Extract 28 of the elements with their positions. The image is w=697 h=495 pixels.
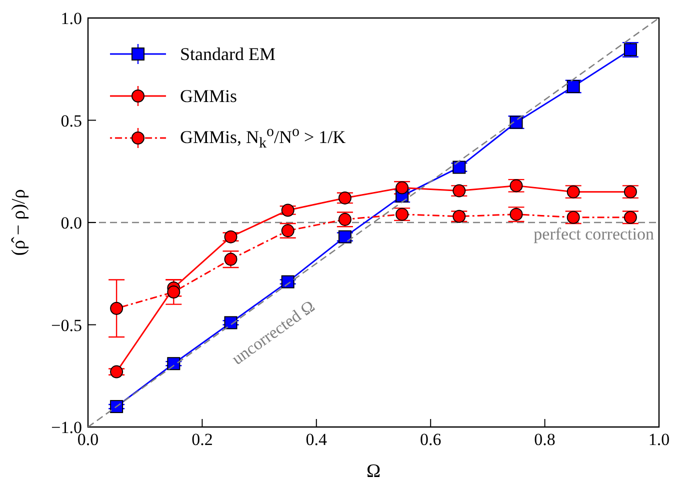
point bbox=[167, 357, 180, 370]
point bbox=[624, 210, 637, 224]
legend-label: Standard EM bbox=[180, 43, 276, 66]
x-tick-label: 0.6 bbox=[420, 430, 442, 450]
x-tick-label: 0.8 bbox=[534, 430, 556, 450]
point bbox=[338, 191, 352, 204]
legend-label: GMMis bbox=[180, 85, 238, 108]
point bbox=[624, 185, 637, 198]
y-tick-label: 0.5 bbox=[60, 111, 82, 130]
point bbox=[281, 204, 294, 217]
y-tick-label: 0.0 bbox=[60, 214, 82, 233]
point bbox=[110, 365, 124, 378]
ref-line-label: perfect correction bbox=[534, 224, 654, 244]
point bbox=[281, 275, 294, 288]
point bbox=[396, 181, 409, 194]
y-tick-label: 1.0 bbox=[60, 9, 82, 28]
x-tick-label: 0.4 bbox=[306, 430, 328, 450]
point bbox=[110, 400, 124, 414]
x-tick-label: 1.0 bbox=[648, 430, 670, 450]
legend-label: GMMis, N$_{k}$$^{o}$/N$^{o}$ > 1/K bbox=[180, 123, 346, 154]
point bbox=[167, 286, 180, 299]
x-axis-title: Ω bbox=[366, 461, 381, 482]
y-tick-label: −0.5 bbox=[51, 316, 82, 335]
point bbox=[338, 230, 352, 244]
y-axis-title: (ρ̂ − ρ)/ρ bbox=[8, 189, 30, 256]
point bbox=[110, 302, 124, 315]
point bbox=[396, 208, 409, 221]
x-tick-label: 0.2 bbox=[192, 430, 213, 450]
